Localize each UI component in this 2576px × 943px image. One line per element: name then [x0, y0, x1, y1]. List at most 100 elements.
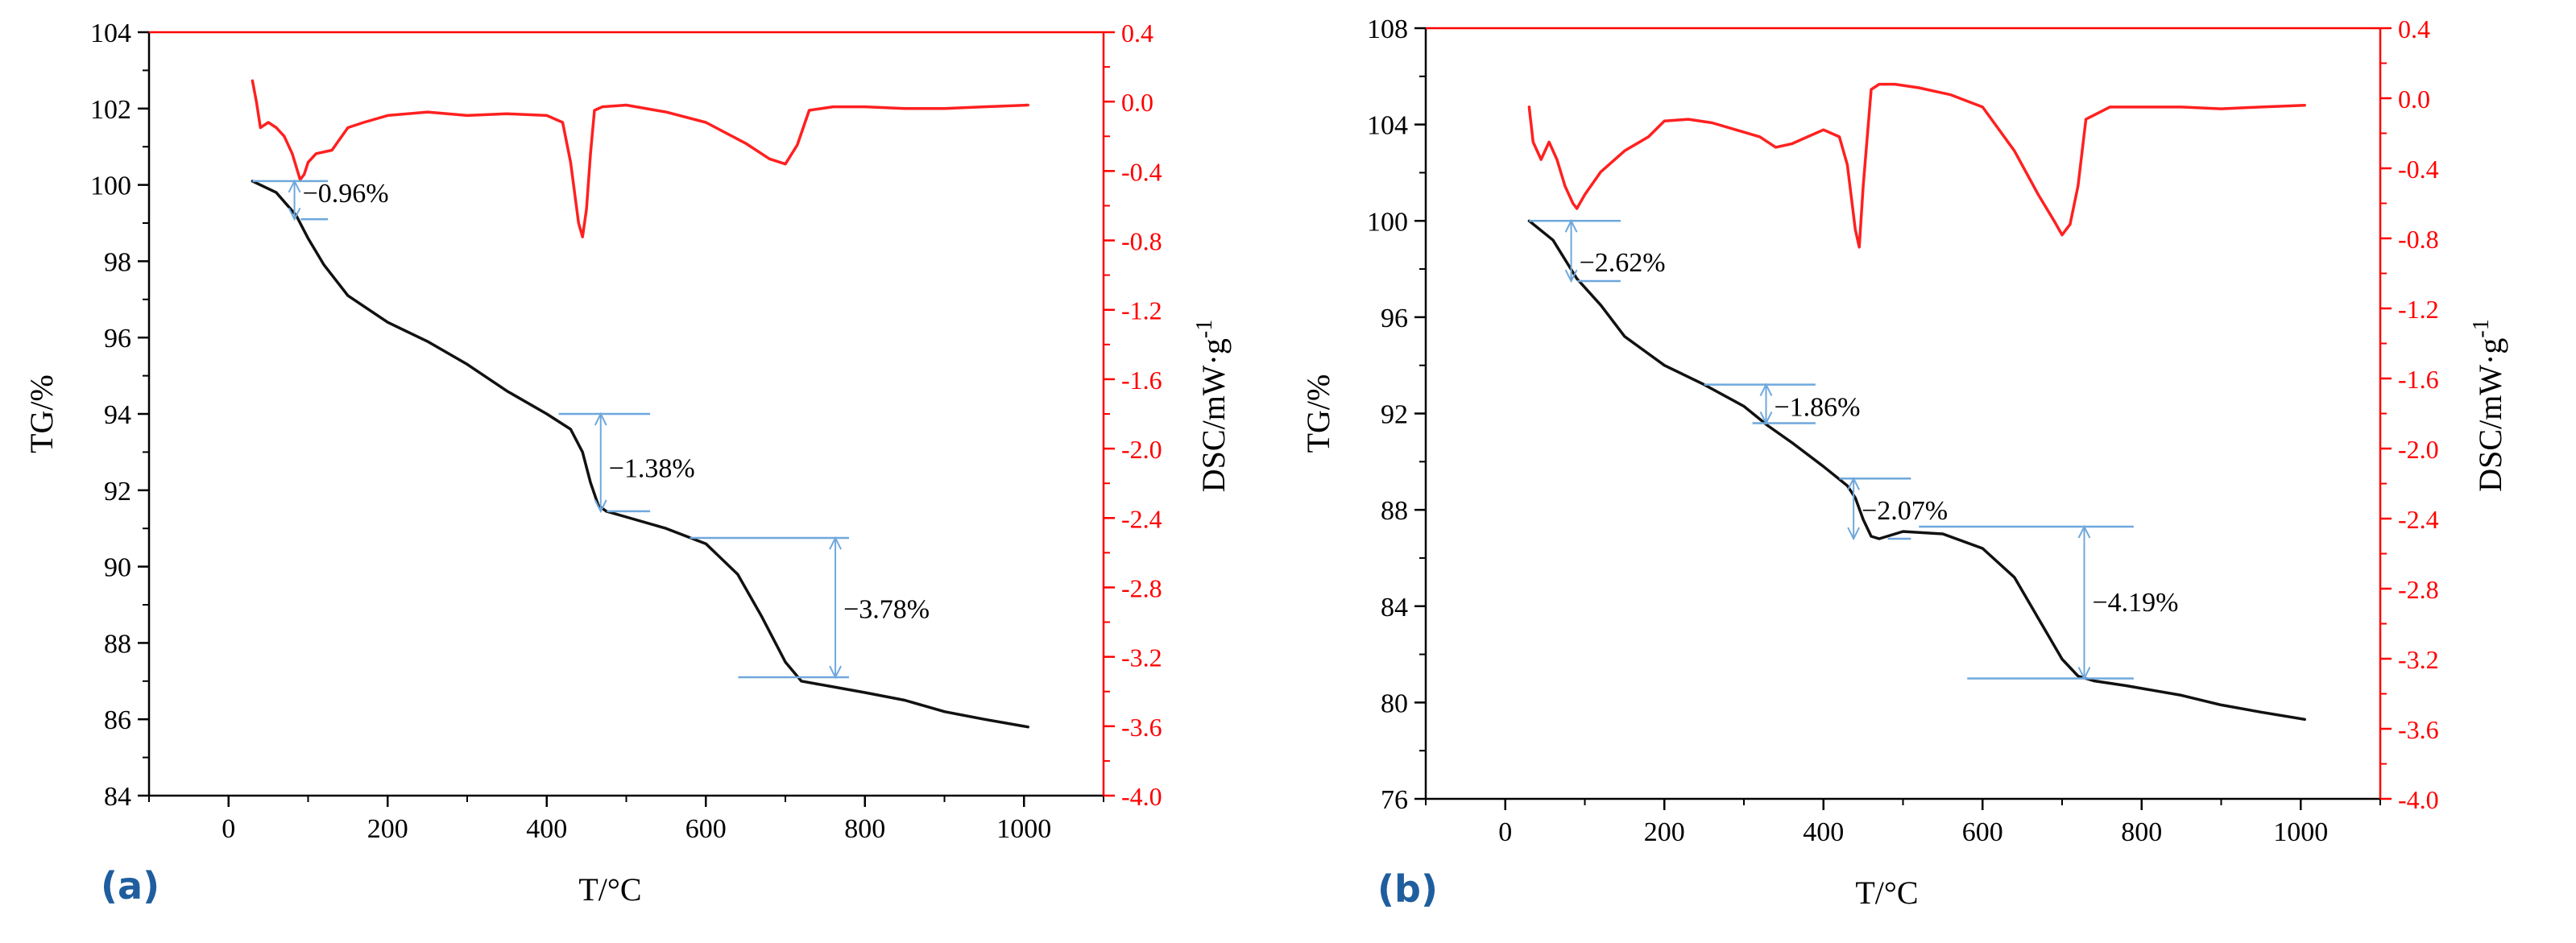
annotation-arrowhead-up [1847, 477, 1861, 490]
y2-tick-label: 0.4 [2398, 14, 2430, 43]
annotation-label: −0.96% [303, 179, 389, 209]
annotation-arrowhead-down [2077, 667, 2091, 680]
x-tick-label: 0 [222, 814, 235, 844]
y2-tick-label: -1.6 [1121, 366, 1162, 395]
annotation-arrowhead-down [1847, 527, 1861, 541]
y2-tick-label: -2.8 [2398, 575, 2439, 604]
annotation-arrowhead-up [829, 536, 842, 550]
y2-tick-label: -0.8 [1121, 227, 1162, 256]
y-tick-label: 104 [90, 19, 131, 48]
mass-loss-annotation: −3.78% [690, 536, 930, 680]
y2-tick-label: -3.6 [2398, 715, 2439, 744]
mass-loss-annotation: −1.86% [1704, 383, 1861, 425]
y2-tick-label: -2.4 [1121, 504, 1162, 533]
tg-curve [1527, 219, 2306, 722]
y2-tick-label: -2.0 [1121, 435, 1162, 464]
y-tick-label: 102 [90, 95, 131, 125]
annotation-label: −4.19% [2093, 588, 2179, 618]
x-tick-label: 800 [844, 814, 885, 844]
y-tick-label: 104 [1367, 111, 1408, 141]
y-tick-label: 98 [104, 247, 131, 277]
y2-axis-label-main: DSC/mW·g [2472, 338, 2508, 492]
y2-tick-label: -2.0 [2398, 435, 2439, 464]
mass-loss-annotation: −0.96% [252, 179, 389, 221]
y2-tick-label: -1.2 [1121, 296, 1162, 325]
y2-tick-label: 0.0 [1121, 88, 1153, 117]
y2-tick-label: -4.0 [2398, 785, 2439, 814]
annotation-label: −1.86% [1775, 393, 1861, 423]
y-tick-label: 92 [1381, 400, 1408, 430]
y-tick-label: 96 [104, 324, 131, 354]
y2-tick-label: -0.4 [2398, 155, 2439, 184]
y-tick-label: 80 [1381, 689, 1408, 718]
annotation-label: −1.38% [609, 453, 695, 483]
y2-tick-label: -2.8 [1121, 573, 1162, 602]
y2-tick-label: -1.6 [2398, 365, 2439, 394]
y2-tick-label: -3.2 [2398, 645, 2439, 674]
x-tick-label: 200 [1644, 817, 1685, 847]
annotation-arrowhead-down [594, 499, 607, 514]
y-tick-label: 96 [1381, 304, 1408, 333]
mass-loss-annotation: −4.19% [1919, 524, 2179, 680]
y2-axis-label: DSC/mW·g-1 [2469, 319, 2508, 491]
annotation-arrowhead-up [1759, 383, 1773, 397]
annotation-arrowhead-up [288, 179, 301, 193]
y-axis-label: TG/% [23, 374, 60, 453]
y2-tick-label: 0.0 [2398, 85, 2430, 114]
annotation-label: −2.62% [1580, 248, 1666, 278]
y-tick-label: 88 [1381, 496, 1408, 526]
y-axis-label: TG/% [1300, 374, 1336, 453]
y-tick-label: 90 [104, 553, 131, 583]
y2-axis-label-superscript: -1 [1192, 320, 1217, 338]
x-tick-label: 1000 [2273, 817, 2328, 847]
annotation-label: −3.78% [843, 595, 930, 625]
panel-label: (a) [101, 864, 159, 908]
y-tick-label: 100 [1367, 207, 1408, 237]
y2-tick-label: -0.8 [2398, 225, 2439, 254]
y2-axis-label: DSC/mW·g-1 [1192, 320, 1232, 492]
y-tick-label: 88 [104, 629, 131, 659]
x-tick-label: 0 [1498, 817, 1512, 847]
mass-loss-annotation: −2.07% [1839, 477, 1948, 541]
x-tick-label: 600 [685, 814, 727, 844]
y-tick-label: 92 [104, 477, 131, 507]
y-tick-label: 94 [104, 400, 131, 430]
x-tick-label: 600 [1962, 817, 2003, 847]
annotation-arrowhead-down [288, 207, 301, 221]
x-tick-label: 800 [2121, 817, 2162, 847]
chart-panel-b: 0 200 400 600 800 1000 76 80 84 88 92 96 100 104 108 0.… [1300, 14, 2508, 911]
x-axis-label: T/°C [1855, 875, 1918, 911]
mass-loss-annotation: −2.62% [1529, 219, 1666, 283]
x-tick-label: 400 [1803, 817, 1844, 847]
y2-tick-label: -3.6 [1121, 713, 1162, 742]
y2-tick-label: 0.4 [1121, 19, 1153, 48]
y2-tick-label: -0.4 [1121, 157, 1162, 186]
y-tick-label: 86 [104, 705, 131, 735]
dsc-curve [1527, 82, 2306, 249]
y2-tick-label: -2.4 [2398, 505, 2439, 534]
y2-axis-label-main: DSC/mW·g [1195, 338, 1232, 492]
x-tick-label: 200 [367, 814, 408, 844]
y2-axis-label-superscript: -1 [2469, 319, 2494, 337]
annotation-arrowhead-down [1564, 269, 1578, 283]
y2-tick-label: -3.2 [1121, 643, 1162, 672]
annotation-arrowhead-down [829, 665, 842, 680]
y-tick-label: 84 [104, 782, 131, 812]
y-tick-label: 76 [1381, 785, 1408, 815]
y-tick-label: 100 [90, 172, 131, 201]
mass-loss-annotation: −1.38% [558, 412, 695, 514]
y2-tick-label: -4.0 [1121, 782, 1162, 811]
annotation-arrowhead-up [594, 412, 607, 426]
y2-tick-label: -1.2 [2398, 295, 2439, 324]
y-tick-label: 84 [1381, 593, 1408, 622]
annotation-arrowhead-up [2077, 524, 2091, 539]
annotation-arrowhead-up [1564, 219, 1578, 233]
dsc-curve [251, 79, 1029, 238]
x-tick-label: 1000 [996, 814, 1051, 844]
x-axis-label: T/°C [578, 871, 641, 908]
annotation-label: −2.07% [1862, 496, 1948, 526]
y-tick-label: 108 [1367, 14, 1408, 44]
x-tick-label: 400 [526, 814, 567, 844]
panel-label: (b) [1377, 867, 1438, 911]
